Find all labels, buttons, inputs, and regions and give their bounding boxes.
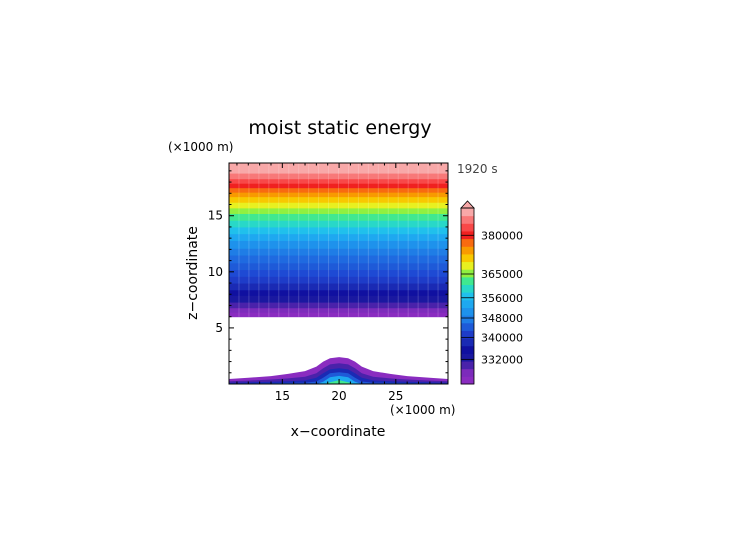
colorbar-swatch-17 <box>461 246 474 255</box>
colorbar-swatch-4 <box>461 345 474 354</box>
colorbar: 380000 365000 356000 348000 340000 332000 <box>460 200 523 385</box>
energy-band-18 <box>229 196 448 203</box>
colorbar-label: 365000 <box>481 268 523 281</box>
x-tick-label: 25 <box>388 389 403 403</box>
energy-band-22 <box>229 178 448 184</box>
plot-frame <box>228 162 449 385</box>
colorbar-swatch-0 <box>461 376 474 385</box>
energy-band-9 <box>229 254 448 264</box>
colorbar-swatch-3 <box>461 353 474 362</box>
colorbar-swatch-18 <box>461 238 474 247</box>
colorbar-swatch-10 <box>461 299 474 308</box>
energy-band-16 <box>229 207 448 214</box>
colorbar-swatch-14 <box>461 269 474 278</box>
colorbar-frame <box>460 207 475 385</box>
z-tick-label: 5 <box>215 321 223 335</box>
energy-band-21 <box>229 183 448 189</box>
colorbar-swatch-15 <box>461 261 474 270</box>
colorbar-label: 380000 <box>481 229 523 242</box>
energy-band-8 <box>229 262 448 271</box>
z-tick-label: 15 <box>208 209 223 223</box>
colorbar-swatch-12 <box>461 284 474 293</box>
energy-band-10 <box>229 248 448 256</box>
x-unit-label: (×1000 m) <box>390 403 455 417</box>
energy-band-11 <box>229 240 448 249</box>
colorbar-swatch-20 <box>461 223 474 232</box>
colorbar-swatch-7 <box>461 322 474 331</box>
z-unit-label: (×1000 m) <box>168 140 233 154</box>
z-tick-label: 10 <box>208 265 223 279</box>
energy-band-4 <box>229 289 448 296</box>
energy-band-7 <box>229 269 448 277</box>
x-axis-label: x−coordinate <box>291 424 386 440</box>
colorbar-extension <box>460 200 475 209</box>
energy-bands <box>229 163 448 318</box>
colorbar-label: 332000 <box>481 353 523 366</box>
energy-band-19 <box>229 192 448 198</box>
mound-contours <box>229 357 448 384</box>
energy-band-6 <box>229 276 448 284</box>
energy-band-12 <box>229 233 448 241</box>
y-axis-label: z−coordinate <box>185 226 201 320</box>
mound-layer-5 <box>229 380 448 384</box>
energy-band-15 <box>229 213 448 221</box>
energy-band-0 <box>229 312 448 318</box>
energy-band-13 <box>229 226 448 235</box>
colorbar-swatch-22 <box>461 208 474 217</box>
colorbar-swatch-21 <box>461 215 474 224</box>
colorbar-swatch-13 <box>461 276 474 286</box>
plot-area: 15 20 25 5 10 15 <box>208 162 449 403</box>
colorbar-swatch-2 <box>461 361 474 370</box>
colorbar-swatch-16 <box>461 253 474 263</box>
mound-layer-4 <box>229 375 448 384</box>
energy-band-20 <box>229 187 448 193</box>
energy-band-23 <box>229 173 448 180</box>
colorbar-swatch-6 <box>461 330 474 339</box>
energy-band-14 <box>229 220 448 228</box>
energy-band-3 <box>229 295 448 303</box>
colorbar-label: 340000 <box>481 331 523 344</box>
colorbar-swatch-1 <box>461 368 474 377</box>
colorbar-label: 356000 <box>481 292 523 305</box>
axis-ticks: 15 20 25 5 10 15 <box>208 163 448 403</box>
energy-band-17 <box>229 202 448 209</box>
colorbar-swatch-11 <box>461 292 474 301</box>
colorbar-swatch-5 <box>461 338 474 347</box>
colorbar-swatch-9 <box>461 307 474 316</box>
time-label: 1920 s <box>457 162 498 176</box>
x-tick-label: 20 <box>331 389 346 403</box>
colorbar-swatch-8 <box>461 315 474 324</box>
x-tick-label: 15 <box>275 389 290 403</box>
energy-band-1 <box>229 307 448 313</box>
colorbar-label: 348000 <box>481 312 523 325</box>
energy-band-2 <box>229 302 448 309</box>
chart-title: moist static energy <box>248 117 431 139</box>
energy-band-5 <box>229 283 448 291</box>
energy-band-24 <box>229 163 448 174</box>
